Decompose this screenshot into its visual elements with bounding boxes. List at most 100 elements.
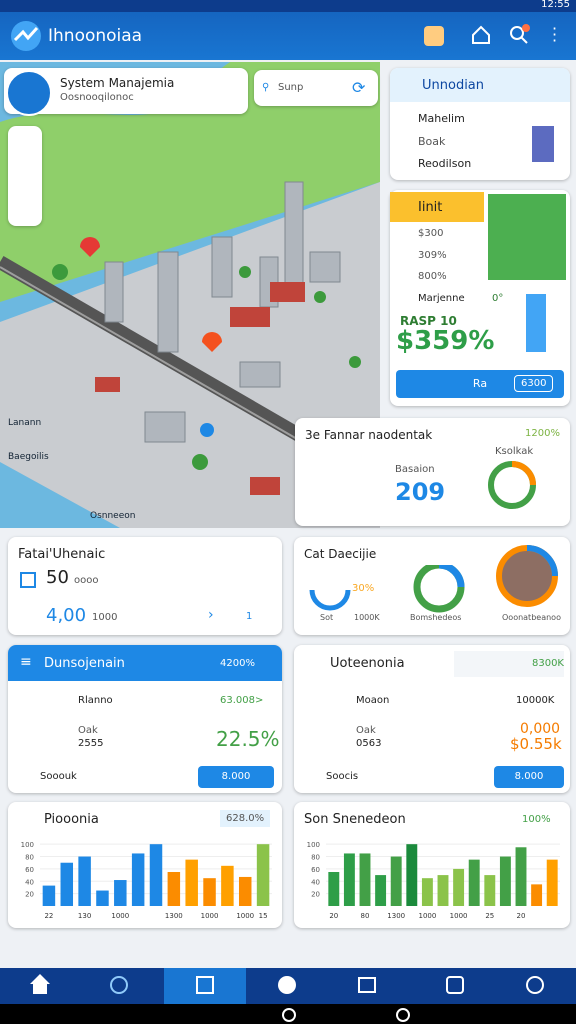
- status-time: 12:55: [541, 0, 570, 10]
- checkbox[interactable]: [20, 572, 36, 588]
- chart-title: Son Snenedeon: [304, 812, 406, 827]
- map-tools[interactable]: [8, 126, 42, 226]
- menu-button[interactable]: · · ·: [552, 19, 558, 50]
- map-label: Baegoilis: [8, 452, 49, 462]
- avatar: [6, 70, 52, 116]
- nav-item[interactable]: [358, 977, 376, 993]
- tower-image: [526, 294, 546, 352]
- list-badge: 4200%: [220, 658, 255, 669]
- bar: [406, 844, 418, 906]
- status-bar: 12:55: [0, 0, 576, 12]
- app-title: Ihnoonoiaa: [48, 26, 143, 46]
- chart-title: Piooonia: [44, 812, 99, 827]
- list-title: Uoteenonia: [330, 656, 405, 671]
- promo-card: Iinit $300 309% 800% Marjenne 0° RASP 10…: [390, 190, 570, 406]
- donut-title: Cat Daecijie: [304, 547, 377, 561]
- row-sub: 0563: [356, 738, 382, 749]
- bar: [546, 859, 558, 906]
- panel-header: [390, 68, 570, 102]
- x-tick-label: 20: [517, 912, 526, 920]
- home-button[interactable]: [470, 24, 492, 46]
- y-tick-label: 20: [25, 891, 34, 899]
- x-tick-label: 1000: [111, 912, 129, 920]
- search-text: Sunp: [278, 82, 304, 93]
- stat-sublabel: Ksolkak: [495, 446, 534, 457]
- promo-label: RASP 10: [400, 314, 457, 328]
- bar: [167, 872, 181, 906]
- refresh-button[interactable]: ⟳: [352, 78, 366, 97]
- y-tick-label: 80: [25, 854, 34, 862]
- x-tick-label: 22: [44, 912, 53, 920]
- promo-note: 0°: [492, 293, 504, 304]
- panel-item[interactable]: Boak: [418, 135, 446, 148]
- row-label: Rlanno: [78, 695, 113, 706]
- x-tick-label: 80: [361, 912, 370, 920]
- map-info-card[interactable]: System Manajemia Oosnooqilonoc: [4, 68, 248, 116]
- bar: [114, 880, 127, 906]
- nav-item[interactable]: [110, 976, 128, 994]
- row-value: 22.5%: [216, 727, 280, 751]
- x-tick-label: 1300: [165, 912, 183, 920]
- bar: [60, 862, 74, 906]
- promo-tag: Iinit: [418, 200, 443, 215]
- info-subtitle: Oosnooqilonoc: [60, 92, 134, 103]
- x-tick-label: 130: [78, 912, 91, 920]
- bar: [42, 885, 56, 906]
- y-tick-label: 40: [25, 878, 34, 886]
- x-tick-label: 1000: [450, 912, 468, 920]
- map[interactable]: [0, 62, 380, 528]
- promo-image: [488, 194, 566, 280]
- row-value: 10000K: [516, 695, 555, 706]
- nav-item[interactable]: [196, 976, 214, 994]
- nav-item[interactable]: [446, 976, 464, 994]
- bar: [468, 859, 480, 906]
- search-button[interactable]: [508, 24, 530, 46]
- x-tick-label: 20: [329, 912, 338, 920]
- chart-badge: 628.0%: [220, 810, 271, 827]
- promo-button[interactable]: Ra: [396, 370, 564, 398]
- promo-tag-bg: [390, 192, 484, 222]
- promo-name: Marjenne: [418, 293, 465, 304]
- map-label: Osnneeon: [90, 511, 136, 521]
- legend-item: 1000K: [354, 613, 380, 622]
- nav-home[interactable]: [30, 974, 50, 994]
- next-button[interactable]: ›: [208, 607, 214, 623]
- bar: [203, 878, 216, 906]
- panel-item[interactable]: Reodilson: [418, 157, 472, 170]
- bar: [437, 875, 449, 906]
- list-title: Dunsojenain: [44, 656, 125, 671]
- row-value: $0.55k: [510, 735, 562, 753]
- tower-image: [532, 126, 554, 162]
- stat-badge: 1200%: [525, 428, 560, 439]
- bar: [238, 876, 252, 906]
- y-tick-label: 60: [311, 866, 320, 874]
- list-card: ≡ Dunsojenain 4200% Rlanno 63.008> Oak 2…: [8, 645, 282, 793]
- donut-percent: 30%: [352, 583, 375, 594]
- recent-key[interactable]: [396, 1008, 410, 1022]
- menu-icon[interactable]: ≡: [20, 654, 32, 670]
- bar: [328, 872, 340, 906]
- promo-button-value: 6300: [514, 375, 554, 392]
- nav-item[interactable]: [526, 976, 544, 994]
- bar: [390, 856, 402, 906]
- panel-item[interactable]: Mahelim: [418, 112, 465, 125]
- promo-value: $359%: [396, 326, 495, 356]
- home-key[interactable]: [282, 1008, 296, 1022]
- y-tick-label: 80: [311, 854, 320, 862]
- bar: [531, 884, 543, 906]
- list-button[interactable]: 8.000: [494, 766, 564, 788]
- promo-item: $300: [418, 228, 444, 239]
- x-tick-label: 25: [485, 912, 494, 920]
- bar-chart: 20 40 60 80 100 20 80 1300 1000 1000 25 20: [307, 841, 560, 920]
- list-button[interactable]: 8.000: [198, 766, 274, 788]
- overview-value: 50: [46, 567, 69, 588]
- bar: [499, 856, 511, 906]
- y-tick-label: 100: [21, 841, 34, 849]
- nav-item[interactable]: [278, 976, 296, 994]
- search-box[interactable]: ⚲ Sunp ⟳: [254, 70, 378, 106]
- notification-button[interactable]: [424, 26, 444, 46]
- overview-amount: 4,00: [46, 605, 87, 626]
- overview-title: Fatai'Uhenaic: [18, 547, 106, 562]
- list-footer: Sooouk: [40, 771, 77, 782]
